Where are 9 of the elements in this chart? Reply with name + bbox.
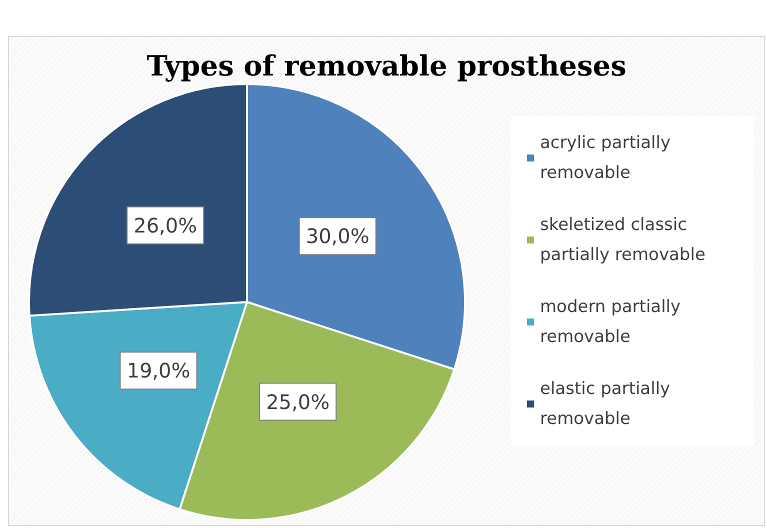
data-label: 26,0% [134, 213, 198, 238]
legend-label: modern partially removable [540, 297, 686, 347]
chart-title: Types of removable prostheses [146, 50, 626, 82]
legend-label: elastic partially removable [540, 379, 676, 429]
legend-label: acrylic partially removable [540, 133, 676, 183]
legend-label: skeletized classic partially removable [540, 215, 706, 265]
data-label: 25,0% [266, 390, 330, 414]
data-label: 30,0% [306, 224, 370, 248]
data-label: 19,0% [126, 358, 190, 383]
